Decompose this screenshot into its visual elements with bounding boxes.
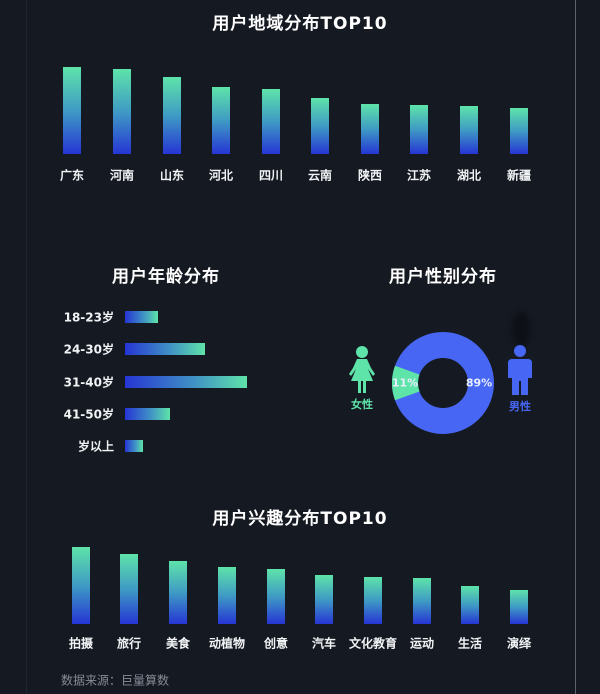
bar-label: 演绎	[506, 636, 532, 651]
bar	[212, 87, 230, 154]
bar-label: 美食	[165, 636, 191, 651]
age-bar	[125, 440, 143, 452]
age-bar	[125, 376, 247, 388]
female-percent: 11%	[391, 376, 419, 390]
bar	[218, 567, 236, 624]
bar	[63, 67, 81, 154]
bar-label: 生活	[457, 636, 483, 651]
age-label: 18-23岁	[63, 310, 114, 325]
bar-label: 河北	[208, 168, 234, 183]
bar	[413, 578, 431, 624]
bar-label: 旅行	[116, 636, 142, 651]
region-chart-title: 用户地域分布TOP10	[212, 14, 388, 34]
bar	[315, 575, 333, 624]
age-label: 41-50岁	[63, 407, 114, 422]
bar-label: 江苏	[406, 168, 432, 183]
male-label: 男性	[509, 400, 531, 413]
data-source-footer: 数据来源：巨量算数	[61, 673, 170, 688]
right-border-line	[575, 0, 576, 694]
blurred-smudge	[512, 312, 530, 346]
male-percent: 89%	[465, 376, 493, 390]
female-label: 女性	[351, 398, 373, 411]
male-icon	[508, 345, 532, 395]
bar	[460, 106, 478, 154]
bar	[267, 569, 285, 624]
age-label: 31-40岁	[63, 375, 114, 390]
gender-chart-title: 用户性别分布	[389, 267, 497, 287]
bar-label: 文化教育	[348, 636, 398, 651]
bar-label: 新疆	[506, 168, 532, 183]
bar	[113, 69, 131, 154]
bar-label: 河南	[109, 168, 135, 183]
bar	[169, 561, 187, 624]
bar	[120, 554, 138, 624]
bar	[510, 590, 528, 624]
age-bar	[125, 343, 205, 355]
age-bar	[125, 408, 170, 420]
bar-label: 广东	[59, 168, 85, 183]
bar	[361, 104, 379, 154]
bar-label: 汽车	[311, 636, 337, 651]
female-slice	[392, 365, 420, 401]
left-border-line	[26, 0, 27, 694]
bar-label: 拍摄	[68, 636, 94, 651]
age-bar	[125, 311, 158, 323]
interest-chart-title: 用户兴趣分布TOP10	[212, 509, 388, 529]
female-icon	[349, 346, 375, 393]
bar-label: 创意	[263, 636, 289, 651]
bar	[410, 105, 428, 154]
bar	[72, 547, 90, 624]
age-chart-title: 用户年龄分布	[112, 267, 220, 287]
gender-donut: 11% 89%	[392, 332, 494, 434]
age-label: 24-30岁	[63, 342, 114, 357]
bar	[510, 108, 528, 154]
age-label: 岁以上	[77, 439, 114, 454]
bar-label: 山东	[159, 168, 185, 183]
bar-label: 湖北	[456, 168, 482, 183]
bar	[163, 77, 181, 154]
bar-label: 运动	[409, 636, 435, 651]
bar-label: 四川	[258, 168, 284, 183]
bar	[262, 89, 280, 154]
bar-label: 云南	[307, 168, 333, 183]
bar	[364, 577, 382, 624]
bar-label: 动植物	[208, 636, 246, 651]
bar	[461, 586, 479, 624]
bar	[311, 98, 329, 154]
bar-label: 陕西	[357, 168, 383, 183]
